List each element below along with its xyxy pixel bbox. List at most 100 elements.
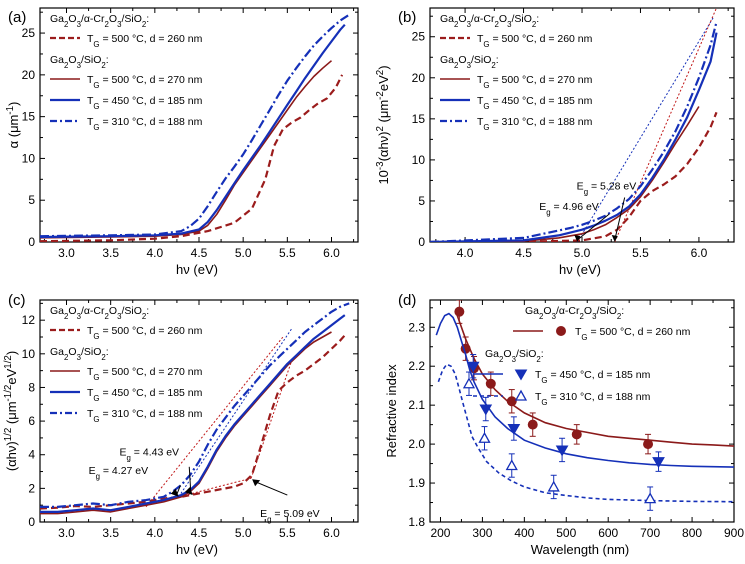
- fit-curve-1: [435, 312, 734, 468]
- x-tick-label: 800: [682, 526, 702, 540]
- legend-label: TG = 500 °C, d = 260 nm: [575, 326, 691, 342]
- legend-heading: Ga2O3/α-Cr2O3/SiO2:: [50, 13, 149, 29]
- arrow-head: [574, 235, 581, 242]
- legend-label: TG = 500 °C, d = 270 nm: [87, 74, 203, 90]
- legend-marker: [514, 369, 528, 381]
- data-point: [643, 439, 654, 450]
- y-tick-label: 8: [28, 380, 35, 394]
- x-tick-label: 700: [640, 526, 660, 540]
- data-point: [479, 404, 493, 416]
- y-axis-label: α (μm-1): [5, 102, 22, 149]
- y-tick-label: 1.9: [408, 476, 425, 490]
- legend-heading: Ga2O3/SiO2:: [50, 346, 109, 362]
- fit-line: [614, 8, 717, 242]
- data-point: [466, 361, 480, 373]
- x-tick-label: 4.0: [146, 526, 163, 540]
- fit-curve-2: [437, 363, 734, 503]
- y-tick-label: 2.3: [408, 320, 425, 334]
- panel-d: (d) 200 300 400 500 600 700 800 900 1.8 1.9 2.0 2.1 2…: [384, 292, 744, 557]
- y-tick-label: 10: [22, 347, 36, 361]
- x-tick-label: 300: [472, 526, 492, 540]
- legend-heading: Ga2O3/SiO2:: [485, 348, 544, 364]
- y-tick-label: 10: [22, 151, 36, 165]
- series-line-3: [430, 21, 718, 242]
- annotation-arrow: [614, 197, 626, 241]
- eg-annotation: Eg = 5.28 eV: [577, 180, 637, 196]
- legend-label: TG = 500 °C, d = 270 nm: [87, 366, 203, 382]
- x-tick-label: 4.0: [146, 246, 163, 260]
- x-axis-label: hν (eV): [176, 542, 218, 557]
- panel-label: (b): [398, 9, 416, 26]
- legend-label: TG = 450 °C, d = 185 nm: [477, 95, 593, 111]
- legend-heading: Ga2O3/α-Cr2O3/SiO2:: [440, 13, 539, 29]
- legend: Ga2O3/α-Cr2O3/SiO2: TG = 500 °C, d = 260 …: [50, 13, 203, 132]
- legend-label: TG = 500 °C, d = 260 nm: [87, 325, 203, 341]
- legend-heading: Ga2O3/α-Cr2O3/SiO2:: [50, 305, 149, 321]
- y-tick-label: 2: [28, 481, 35, 495]
- y-tick-label: 0: [28, 235, 35, 249]
- x-tick-label: 6.0: [323, 246, 340, 260]
- x-tick-label: 900: [724, 526, 744, 540]
- x-axis-label: hν (eV): [559, 262, 601, 277]
- y-tick-label: 5: [28, 193, 35, 207]
- x-tick-label: 4.5: [191, 246, 208, 260]
- y-tick-label: 25: [412, 30, 426, 44]
- y-tick-label: 12: [22, 313, 36, 327]
- x-tick-label: 3.5: [102, 526, 119, 540]
- x-tick-label: 5.0: [235, 526, 252, 540]
- legend: Ga2O3/α-Cr2O3/SiO2: TG = 500 °C, d = 260 …: [473, 305, 691, 407]
- data-point: [547, 480, 560, 492]
- legend-label: TG = 310 °C, d = 188 nm: [87, 408, 203, 424]
- y-tick-label: 25: [22, 26, 36, 40]
- legend-label: TG = 450 °C, d = 185 nm: [535, 369, 651, 385]
- arrow-head: [611, 235, 618, 242]
- x-tick-label: 6.0: [691, 246, 708, 260]
- data-point: [454, 306, 465, 317]
- legend-marker: [556, 326, 566, 336]
- series-line-1: [40, 60, 333, 239]
- y-tick-label: 10: [412, 153, 426, 167]
- data-point: [527, 419, 538, 430]
- x-tick-label: 3.5: [102, 246, 119, 260]
- y-tick-label: 6: [28, 414, 35, 428]
- panel-label: (d): [398, 292, 416, 309]
- data-point: [571, 429, 582, 440]
- eg-annotation: Eg = 4.27 eV: [89, 465, 149, 481]
- y-tick-label: 15: [22, 110, 36, 124]
- arrow-head: [170, 488, 179, 497]
- x-tick-label: 5.0: [574, 246, 591, 260]
- legend-label: TG = 500 °C, d = 270 nm: [477, 74, 593, 90]
- y-axis-label: Refractive index: [384, 364, 399, 458]
- series-line-3: [40, 302, 350, 508]
- legend-label: TG = 500 °C, d = 260 nm: [477, 33, 593, 49]
- annotation-arrow: [253, 480, 288, 496]
- eg-annotation: Eg = 4.43 eV: [120, 447, 180, 463]
- x-tick-label: 5.5: [279, 246, 296, 260]
- x-axis-label: Wavelength (nm): [531, 542, 630, 557]
- legend: Ga2O3/α-Cr2O3/SiO2: TG = 500 °C, d = 260 …: [440, 13, 593, 132]
- fit-curve-0: [456, 315, 734, 447]
- arrow-head: [252, 479, 261, 487]
- panel-a: (a) 3.0 3.5 4.0 4.5 5.0 5.5 6.0 0 5 10 15 20 25 hν (eV…: [5, 7, 359, 277]
- x-tick-label: 4.0: [457, 246, 474, 260]
- annotation-arrow: [577, 213, 610, 241]
- x-tick-label: 3.0: [58, 246, 75, 260]
- series-line-0: [430, 111, 718, 242]
- x-tick-label: 5.5: [279, 526, 296, 540]
- legend-label: TG = 450 °C, d = 185 nm: [87, 95, 203, 111]
- y-axis-label: 10-3(αhν)2 (μm-2eV2): [375, 65, 392, 184]
- x-axis-label: hν (eV): [176, 262, 218, 277]
- x-tick-label: 400: [514, 526, 534, 540]
- y-axis-label: (αhν)1/2 (μm-1/2eV1/2): [3, 351, 20, 471]
- panel-b: (b) 4.0 4.5 5.0 5.5 6.0 0 5 10 15 20 25 hν (eV) 10-3(…: [375, 7, 735, 277]
- series-line-2: [40, 314, 346, 513]
- fit-line: [178, 328, 293, 498]
- eg-annotation: Eg = 5.09 eV: [260, 508, 320, 524]
- x-tick-label: 500: [556, 526, 576, 540]
- y-tick-label: 0: [28, 515, 35, 529]
- series-line-0: [40, 334, 346, 510]
- x-tick-label: 3.0: [58, 526, 75, 540]
- data-point: [505, 459, 518, 471]
- panel-label: (c): [8, 292, 26, 309]
